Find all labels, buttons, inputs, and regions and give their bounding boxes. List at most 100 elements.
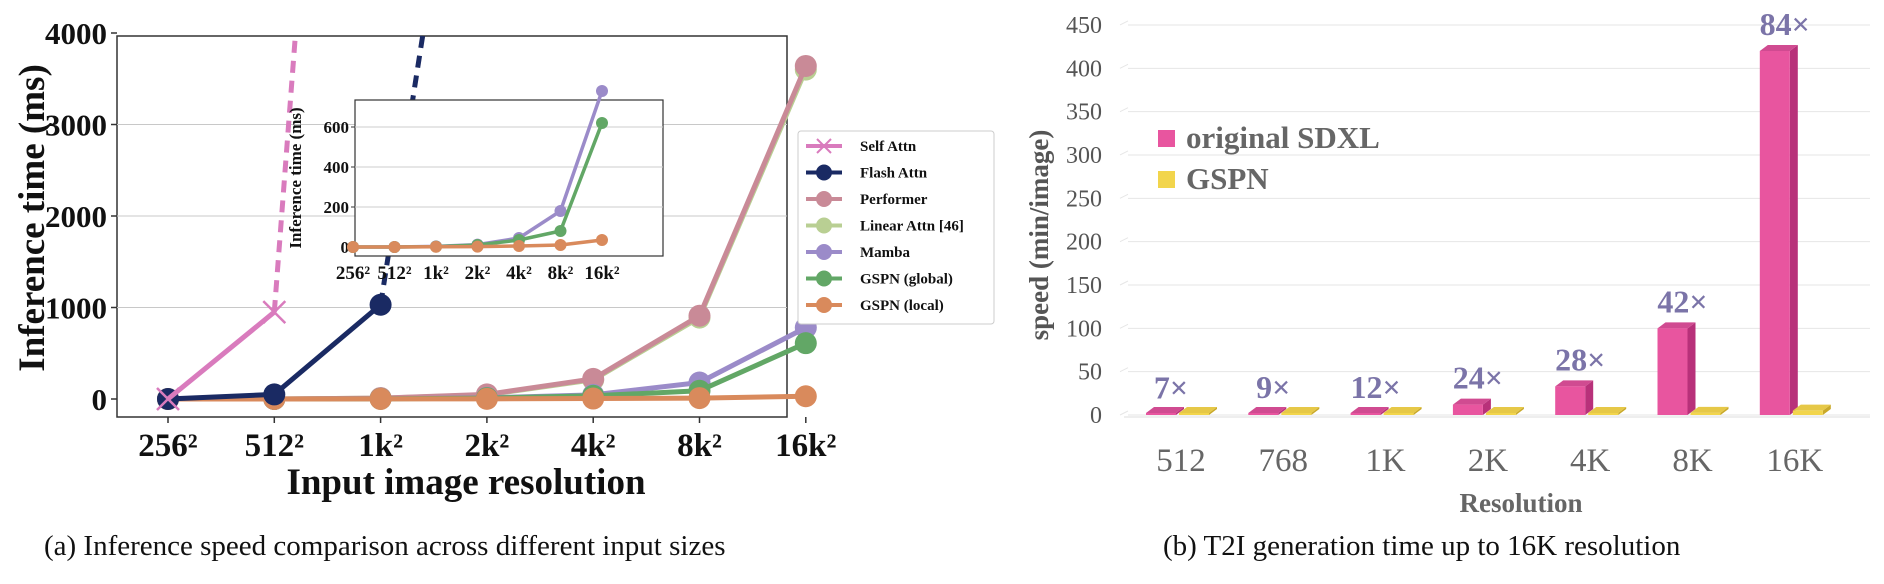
bar-sdxl — [1452, 404, 1483, 415]
data-point — [262, 300, 287, 324]
inset-data-point — [430, 240, 442, 253]
bar-sdxl-top — [1657, 322, 1696, 329]
bar-gspn-side — [1822, 404, 1831, 415]
line-self-attn — [166, 310, 276, 401]
bar-sdxl-side — [1585, 380, 1594, 415]
legend-label: Linear Attn [46] — [860, 219, 964, 235]
chart-b-gridline-side — [1119, 280, 1129, 286]
chart-b-ytick-label: 50 — [1078, 360, 1102, 386]
chart-b-xtick-label: 768 — [1259, 443, 1309, 479]
bar-gspn — [1485, 413, 1516, 415]
speedup-label: 28× — [1555, 341, 1605, 377]
chart-a-xtick-label: 8k² — [677, 428, 722, 464]
chart-a-ytick-label: 2000 — [45, 199, 107, 234]
legend-swatch-marker — [816, 191, 832, 207]
bar-sdxl-top — [1248, 407, 1287, 413]
data-point — [794, 54, 817, 77]
inset-data-point — [596, 85, 608, 97]
bar-gspn-top — [1792, 404, 1831, 411]
bar-sdxl-top — [1759, 44, 1798, 51]
bar-gspn-top — [1281, 407, 1320, 413]
speedup-label: 12× — [1350, 369, 1400, 405]
inset-frame — [354, 99, 664, 257]
chart-b-gridline-side — [1119, 323, 1129, 329]
chart-a-xtick-label: 512² — [245, 428, 305, 464]
bar-sdxl — [1555, 386, 1586, 415]
data-point — [582, 387, 605, 410]
bar-sdxl-top — [1350, 407, 1389, 413]
chart-a-xtick-label: 16k² — [775, 428, 836, 464]
bar-sdxl-side — [1687, 322, 1696, 415]
chart-b-gridline-side — [1119, 193, 1129, 199]
bar-sdxl-top — [1146, 407, 1184, 413]
chart-b-xtick-label: 1K — [1365, 443, 1406, 479]
chart-b-xtick-label: 512 — [1156, 443, 1206, 479]
chart-b-gridline-side — [1119, 367, 1129, 373]
bar-sdxl-side — [1482, 398, 1491, 415]
legend-label: Mamba — [860, 245, 910, 261]
chart-b-gridline-side — [1119, 20, 1129, 26]
chart-a-xtick-label: 2k² — [465, 428, 510, 464]
chart-a-ytick-label: 3000 — [45, 108, 107, 143]
data-point — [156, 387, 180, 411]
bar-gspn-top — [1690, 406, 1729, 413]
bar-sdxl-side — [1789, 44, 1798, 416]
legend-b-swatch-sdxl — [1158, 130, 1175, 147]
bar-gspn — [1281, 413, 1312, 415]
bar-gspn-side — [1515, 407, 1524, 415]
inset-data-point — [388, 241, 401, 253]
bar-sdxl-top — [1555, 380, 1594, 387]
dashed-extrapolation-self-attn — [271, 32, 299, 313]
chart-b-gridline-side — [1119, 410, 1129, 416]
inset-ytick-label: 400 — [324, 158, 350, 177]
data-point — [582, 367, 605, 390]
chart-b-ylabel: speed (min/image) — [1024, 130, 1054, 341]
inset-xtick-label: 256² — [336, 263, 371, 284]
inset-data-point — [554, 225, 567, 237]
legend-swatch-marker — [816, 270, 832, 287]
inset-data-point — [596, 117, 608, 129]
bar-sdxl — [1146, 413, 1176, 415]
inset-ytick-label: 0 — [341, 238, 350, 257]
inset-data-point — [347, 241, 359, 253]
chart-b-ytick-label: 250 — [1066, 186, 1102, 212]
chart-b-ytick-label: 100 — [1066, 316, 1102, 342]
legend-b-label: GSPN — [1186, 161, 1269, 196]
data-point — [688, 387, 711, 410]
bar-gspn-side — [1720, 406, 1729, 415]
inset-data-point — [471, 240, 484, 253]
bar-gspn-top — [1179, 407, 1217, 413]
legend-b-label: original SDXL — [1186, 120, 1380, 155]
legend-label: Performer — [860, 192, 928, 208]
speedup-label: 24× — [1453, 360, 1503, 396]
chart-a-xtick-label: 256² — [138, 428, 198, 464]
bar-gspn-side — [1209, 407, 1217, 415]
chart-b-gridline-side — [1119, 63, 1129, 69]
legend-label: Flash Attn — [860, 166, 928, 182]
chart-a-legend — [797, 130, 995, 325]
caption-b: (b) T2I generation time up to 16K resolu… — [1163, 530, 1681, 562]
chart-b-gridline-side — [1119, 237, 1129, 243]
chart-b-xtick-label: 16K — [1766, 443, 1823, 479]
bar-sdxl-side — [1278, 407, 1287, 415]
bar-gspn-side — [1413, 407, 1422, 415]
chart-b-ytick-label: 0 — [1090, 403, 1102, 429]
bar-gspn-top — [1485, 407, 1524, 413]
bar-gspn — [1383, 413, 1414, 415]
bar-gspn — [1179, 413, 1209, 415]
data-point — [369, 293, 392, 316]
bar-sdxl-side — [1176, 407, 1184, 415]
legend-label: GSPN (local) — [860, 298, 944, 314]
bar-sdxl — [1759, 50, 1790, 416]
inset-data-point — [596, 234, 608, 246]
bar-gspn — [1690, 412, 1721, 415]
chart-b-ytick-label: 300 — [1066, 143, 1102, 169]
chart-b-xlabel: Resolution — [1459, 488, 1582, 518]
dashed-extrapolation-flash-attn — [378, 32, 426, 306]
inset-data-point — [513, 240, 525, 252]
legend-b-swatch-gspn — [1158, 171, 1175, 188]
data-point — [369, 387, 392, 410]
bar-sdxl-top — [1452, 398, 1491, 405]
chart-a-xlabel: Input image resolution — [286, 462, 646, 503]
chart-b-gridline-side — [1119, 107, 1129, 113]
